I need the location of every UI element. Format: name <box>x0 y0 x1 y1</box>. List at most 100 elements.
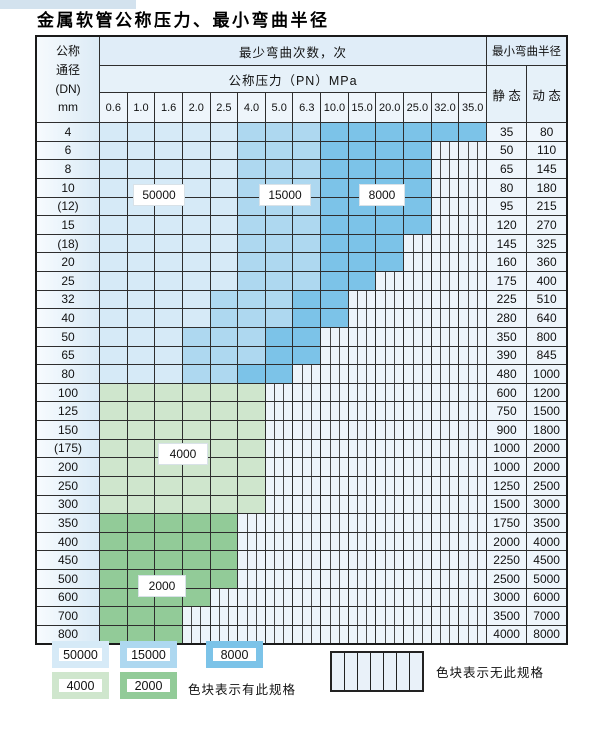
no-spec-cell <box>458 624 487 645</box>
legend-no-spec-box <box>330 651 424 692</box>
no-spec-cell <box>264 550 294 570</box>
spec-cell-8000 <box>347 159 377 179</box>
dynamic-radius-cell: 2000 <box>526 457 568 477</box>
static-radius-cell: 1000 <box>485 438 528 459</box>
spec-cell-50000 <box>181 308 211 328</box>
no-spec-cell <box>181 624 211 645</box>
no-spec-cell <box>347 420 377 440</box>
table-row: 40 280 640 <box>35 308 568 328</box>
no-spec-cell <box>347 438 377 459</box>
spec-cell-4000 <box>99 382 128 403</box>
dn-cell: 100 <box>35 382 100 403</box>
spec-cell-8000 <box>375 140 405 161</box>
no-spec-cell <box>458 494 487 515</box>
no-spec-cell <box>292 494 322 515</box>
dynamic-radius-cell: 145 <box>526 159 568 179</box>
spec-cell-50000 <box>209 159 239 179</box>
spec-cell-8000 <box>375 233 405 254</box>
no-spec-cell <box>458 364 487 384</box>
no-spec-cell <box>403 475 432 496</box>
no-spec-cell <box>264 606 294 626</box>
spec-table: 公称 通径 (DN) mm 最少弯曲次数，次 最小弯曲半径 公称压力（PN）MP… <box>35 35 568 645</box>
no-spec-cell <box>458 569 487 589</box>
spec-cell-2000 <box>154 531 183 552</box>
spec-cell-50000 <box>126 215 156 235</box>
no-spec-cell <box>320 606 349 626</box>
spec-cell-4000 <box>126 420 156 440</box>
spec-cell-8000 <box>264 326 294 347</box>
no-spec-cell <box>292 587 322 608</box>
spec-cell-4000 <box>126 494 156 515</box>
spec-cell-2000 <box>99 531 128 552</box>
legend-swatch-2000: 2000 <box>120 672 177 699</box>
table-row: 400 2000 4000 <box>35 531 568 552</box>
static-radius-cell: 600 <box>485 382 528 403</box>
spec-cell-8000 <box>375 122 405 142</box>
spec-cell-2000 <box>154 513 183 533</box>
spec-cell-8000 <box>264 345 294 366</box>
no-spec-cell <box>320 345 349 366</box>
spec-cell-15000 <box>237 233 266 254</box>
dynamic-radius-cell: 180 <box>526 177 568 198</box>
spec-cell-50000 <box>154 345 183 366</box>
no-spec-cell <box>403 271 432 291</box>
no-spec-cell <box>430 215 460 235</box>
pressure-col-header: 0.6 <box>99 92 128 123</box>
spec-cell-8000 <box>320 289 349 310</box>
spec-cell-4000 <box>181 475 211 496</box>
static-radius-cell: 95 <box>485 196 528 217</box>
spec-cell-2000 <box>99 569 128 589</box>
no-spec-cell <box>292 401 322 421</box>
spec-cell-50000 <box>154 215 183 235</box>
table-row: 300 1500 3000 <box>35 494 568 515</box>
table-row: 250 1250 2500 <box>35 475 568 496</box>
no-spec-cell <box>320 550 349 570</box>
spec-cell-4000 <box>154 420 183 440</box>
no-spec-cell <box>375 475 405 496</box>
table-body: 4 35 80 6 50 110 8 65 145 10 80 180 (12) 95 215 15 120 27… <box>35 122 568 645</box>
no-spec-cell <box>403 550 432 570</box>
spec-cell-8000 <box>320 196 349 217</box>
spec-cell-15000 <box>237 196 266 217</box>
spec-cell-15000 <box>292 122 322 142</box>
dn-cell: (175) <box>35 438 100 459</box>
table-row: 200 1000 2000 <box>35 457 568 477</box>
spec-cell-8000 <box>347 271 377 291</box>
no-spec-cell <box>403 345 432 366</box>
spec-cell-15000 <box>209 289 239 310</box>
spec-cell-4000 <box>209 494 239 515</box>
no-spec-cell <box>403 513 432 533</box>
table-row: 80 480 1000 <box>35 364 568 384</box>
spec-cell-2000 <box>209 513 239 533</box>
no-spec-cell <box>375 345 405 366</box>
spec-cell-15000 <box>181 345 211 366</box>
no-spec-cell <box>403 457 432 477</box>
spec-cell-50000 <box>154 122 183 142</box>
no-spec-cell <box>347 606 377 626</box>
no-spec-cell <box>458 420 487 440</box>
spec-table-wrap: 公称 通径 (DN) mm 最少弯曲次数，次 最小弯曲半径 公称压力（PN）MP… <box>35 35 568 645</box>
spec-cell-2000 <box>181 569 211 589</box>
spec-cell-15000 <box>264 140 294 161</box>
no-spec-cell <box>403 382 432 403</box>
dn-cell: 4 <box>35 122 100 142</box>
static-radius-cell: 900 <box>485 420 528 440</box>
no-spec-cell <box>292 624 322 645</box>
spec-cell-50000 <box>126 122 156 142</box>
spec-cell-4000 <box>237 382 266 403</box>
spec-cell-50000 <box>126 233 156 254</box>
no-spec-cell <box>292 382 322 403</box>
no-spec-cell <box>375 438 405 459</box>
spec-cell-2000 <box>99 513 128 533</box>
spec-cell-15000 <box>264 122 294 142</box>
dn-cell: 6 <box>35 140 100 161</box>
no-spec-cell <box>403 326 432 347</box>
no-spec-cell <box>430 233 460 254</box>
dynamic-radius-cell: 2500 <box>526 475 568 496</box>
no-spec-cell <box>292 513 322 533</box>
spec-cell-50000 <box>181 233 211 254</box>
spec-cell-50000 <box>99 159 128 179</box>
no-spec-cell <box>403 420 432 440</box>
no-spec-cell <box>264 401 294 421</box>
spec-cell-2000 <box>154 550 183 570</box>
